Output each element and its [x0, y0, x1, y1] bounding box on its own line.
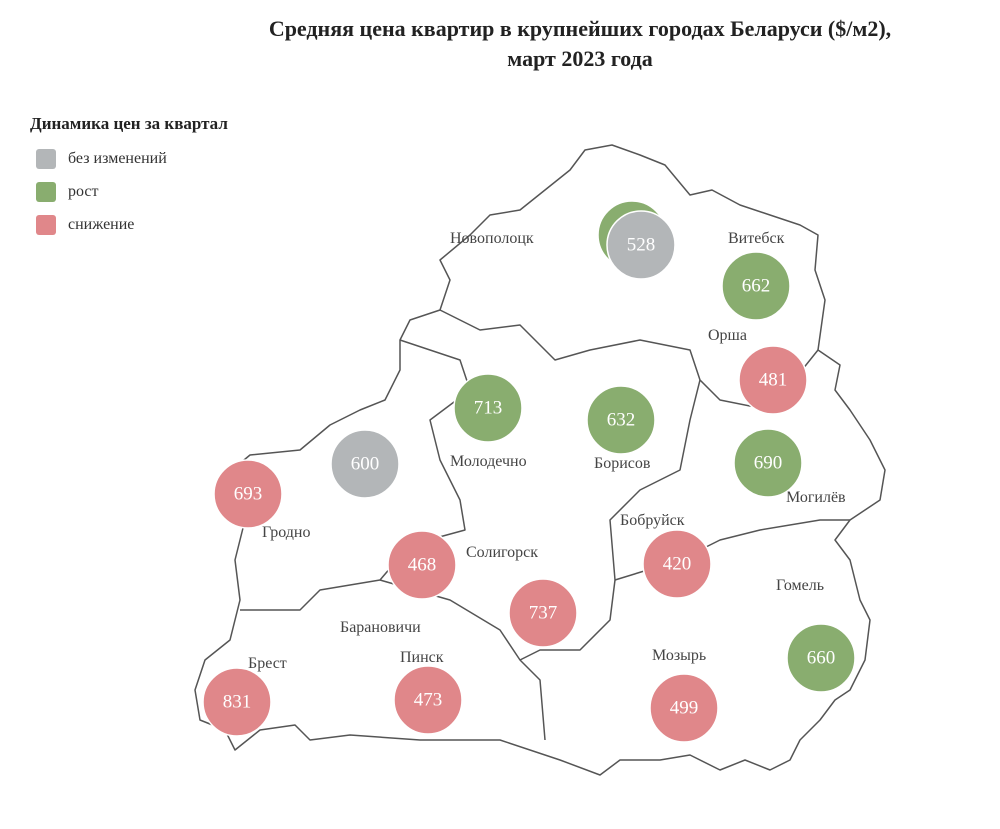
map-title: Средняя цена квартир в крупнейших города…	[200, 14, 960, 74]
legend-swatch	[36, 214, 56, 235]
city-bubble: 473	[393, 665, 463, 735]
city-label: Орша	[708, 327, 747, 344]
city-label: Борисов	[594, 455, 651, 472]
city-bubbles: 528 662 481 713 632 600 690 693 420 468 737 660 831 4…	[202, 200, 856, 743]
city-bubble: 499	[649, 673, 719, 743]
bubble-value: 499	[670, 698, 699, 719]
bubble-value: 737	[529, 603, 558, 624]
city-label: Молодечно	[450, 453, 527, 470]
city-label: Солигорск	[466, 544, 538, 561]
city-bubble: 690	[733, 428, 803, 498]
bubble-circle	[738, 345, 808, 415]
bubble-circle	[586, 385, 656, 455]
city-label: Брест	[248, 655, 287, 672]
region-border	[379, 579, 546, 741]
bubble-circle	[393, 665, 463, 735]
bubble-value: 693	[234, 484, 263, 505]
legend-label: рост	[68, 182, 99, 200]
title-line-2: март 2023 года	[507, 46, 653, 71]
legend-label: без изменений	[68, 149, 167, 167]
bubble-circle	[649, 673, 719, 743]
bubble-value: 713	[474, 398, 503, 419]
city-bubble: 632	[586, 385, 656, 455]
bubble-circle	[786, 623, 856, 693]
bubble-value: 528	[627, 235, 656, 256]
city-bubble: 693	[213, 459, 283, 529]
bubble-value: 690	[754, 453, 783, 474]
bubble-circle	[453, 373, 523, 443]
city-bubble: 831	[202, 667, 272, 737]
legend-swatch	[36, 181, 56, 202]
bubble-value: 420	[663, 554, 692, 575]
city-label: Гомель	[776, 577, 824, 594]
bubble-circle	[213, 459, 283, 529]
bubble-circle	[387, 530, 457, 600]
bubble-value: 468	[408, 555, 437, 576]
region-border	[519, 379, 701, 661]
country-border	[194, 144, 886, 776]
legend: Динамика цен за квартал без изменений ро…	[30, 114, 228, 241]
bubble-value: 831	[223, 692, 252, 713]
city-bubble: 660	[786, 623, 856, 693]
city-label: Мозырь	[652, 647, 706, 664]
bubble-value: 662	[742, 276, 771, 297]
city-bubble: 737	[508, 578, 578, 648]
bubble-value: 473	[414, 690, 443, 711]
legend-item-decline: снижение	[30, 208, 228, 241]
city-bubble: 420	[642, 529, 712, 599]
city-bubble: 600	[330, 429, 400, 499]
city-labels: Новополоцк Витебск Орша Молодечно Борисо…	[248, 230, 846, 672]
legend-label: снижение	[68, 215, 135, 233]
city-bubble: 662	[721, 251, 791, 321]
title-line-1: Средняя цена квартир в крупнейших города…	[268, 16, 892, 41]
city-label: Пинск	[400, 649, 444, 666]
bubble-circle	[606, 210, 676, 280]
city-bubble: 713	[453, 373, 523, 443]
legend-title: Динамика цен за квартал	[30, 114, 228, 133]
bubble-circle	[330, 429, 400, 499]
city-label: Могилёв	[786, 489, 846, 506]
bubble-value: 600	[351, 454, 380, 475]
legend-item-no-change: без изменений	[30, 142, 228, 175]
city-bubble: 528	[606, 210, 676, 280]
bubble-value: 481	[759, 370, 788, 391]
city-label: Гродно	[262, 524, 310, 541]
city-label: Новополоцк	[450, 230, 534, 247]
legend-item-growth: рост	[30, 175, 228, 208]
city-bubble: 468	[387, 530, 457, 600]
bubble-circle	[642, 529, 712, 599]
city-bubble: 481	[738, 345, 808, 415]
bubble-circle	[733, 428, 803, 498]
bubble-value: 632	[607, 410, 636, 431]
bubble-circle	[508, 578, 578, 648]
city-label: Барановичи	[340, 619, 421, 636]
bubble-circle	[721, 251, 791, 321]
bubble-circle	[202, 667, 272, 737]
city-label: Витебск	[728, 230, 785, 247]
bubble-value: 660	[807, 648, 836, 669]
city-label: Бобруйск	[620, 512, 685, 529]
legend-swatch	[36, 148, 56, 169]
region-border	[439, 309, 819, 411]
